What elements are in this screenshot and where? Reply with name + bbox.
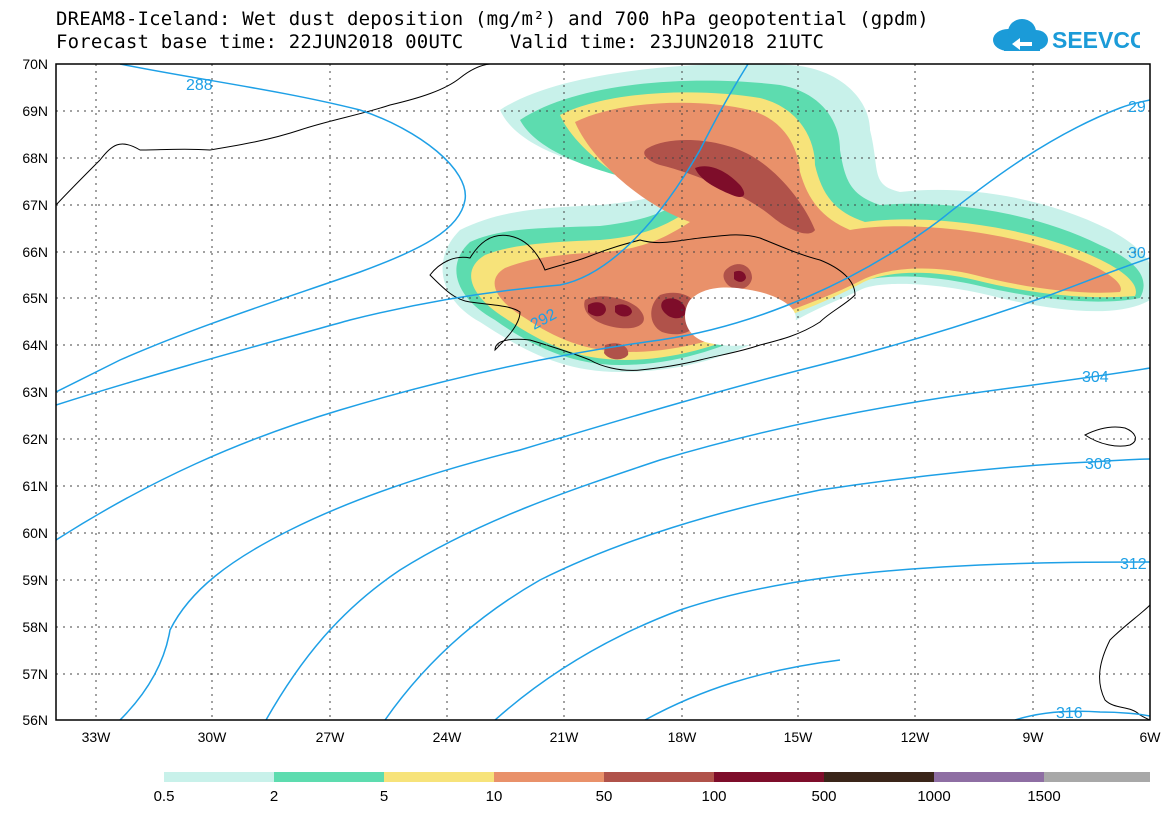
svg-text:64N: 64N bbox=[22, 337, 48, 353]
svg-text:30W: 30W bbox=[198, 729, 228, 745]
svg-text:68N: 68N bbox=[22, 150, 48, 166]
legend-swatch-6 bbox=[714, 772, 824, 782]
legend-swatch-5 bbox=[604, 772, 714, 782]
svg-text:61N: 61N bbox=[22, 478, 48, 494]
svg-text:63N: 63N bbox=[22, 384, 48, 400]
dust-level-100 bbox=[588, 166, 746, 319]
legend-label: 500 bbox=[811, 788, 836, 805]
svg-text:57N: 57N bbox=[22, 666, 48, 682]
legend-swatches bbox=[164, 772, 1150, 782]
geopotential-contours bbox=[56, 64, 1150, 720]
faroe-coast bbox=[1084, 426, 1136, 447]
svg-text:66N: 66N bbox=[22, 244, 48, 260]
legend-label: 10 bbox=[486, 788, 503, 805]
legend-label: 2 bbox=[270, 788, 278, 805]
map-frame bbox=[55, 63, 1151, 721]
contour-label-304: 304 bbox=[1082, 369, 1109, 386]
dust-field bbox=[442, 64, 1150, 372]
dust-level-50 bbox=[584, 139, 815, 360]
legend-label: 100 bbox=[701, 788, 726, 805]
latitude-labels: 70N 69N 68N 67N 66N 65N 64N 63N 62N 61N … bbox=[22, 56, 48, 728]
legend-label: 50 bbox=[596, 788, 613, 805]
svg-text:21W: 21W bbox=[550, 729, 580, 745]
contour-label-308: 308 bbox=[1085, 456, 1112, 473]
svg-text:62N: 62N bbox=[22, 431, 48, 447]
svg-text:65N: 65N bbox=[22, 290, 48, 306]
svg-text:59N: 59N bbox=[22, 572, 48, 588]
svg-text:18W: 18W bbox=[668, 729, 698, 745]
contour-label-30: 30 bbox=[1128, 245, 1146, 262]
legend-label: 1500 bbox=[1027, 788, 1060, 805]
contour-30x bbox=[119, 257, 1150, 720]
contour-labels: 288 292 29 30 304 308 312 316 bbox=[186, 77, 1147, 722]
svg-text:15W: 15W bbox=[784, 729, 814, 745]
greenland-coast bbox=[56, 64, 491, 206]
map-title-line1: DREAM8-Iceland: Wet dust deposition (mg/… bbox=[56, 8, 929, 30]
graticule bbox=[56, 64, 1150, 720]
contour-304 bbox=[265, 367, 1150, 720]
legend-swatch-8 bbox=[934, 772, 1044, 782]
svg-text:9W: 9W bbox=[1023, 729, 1045, 745]
contour-29x bbox=[56, 99, 1150, 541]
coastlines bbox=[56, 64, 1150, 720]
legend-swatch-9 bbox=[1044, 772, 1150, 782]
svg-text:69N: 69N bbox=[22, 103, 48, 119]
cloud-icon bbox=[993, 19, 1048, 51]
legend-label: 5 bbox=[380, 788, 388, 805]
svg-text:56N: 56N bbox=[22, 712, 48, 728]
scotland-coast bbox=[1099, 604, 1150, 720]
svg-text:60N: 60N bbox=[22, 525, 48, 541]
legend-swatch-4 bbox=[494, 772, 604, 782]
legend-swatch-1 bbox=[164, 772, 274, 782]
legend-swatch-2 bbox=[274, 772, 384, 782]
contour-label-312: 312 bbox=[1120, 556, 1147, 573]
dust-deposition-map: 288 292 29 30 304 308 312 316 70N 69N 68… bbox=[22, 56, 1162, 745]
svg-text:33W: 33W bbox=[82, 729, 112, 745]
contour-288 bbox=[56, 64, 466, 393]
legend-labels: 0.5 2 5 10 50 100 500 1000 1500 bbox=[154, 788, 1061, 805]
contour-label-288: 288 bbox=[186, 77, 213, 94]
map-title-line2: Forecast base time: 22JUN2018 00UTC Vali… bbox=[56, 31, 825, 53]
legend-label: 1000 bbox=[917, 788, 950, 805]
svg-text:12W: 12W bbox=[901, 729, 931, 745]
iceland-coast bbox=[429, 234, 856, 371]
svg-text:67N: 67N bbox=[22, 197, 48, 213]
contour-308 bbox=[384, 458, 1150, 720]
legend-label: 0.5 bbox=[154, 788, 175, 805]
legend-swatch-7 bbox=[824, 772, 934, 782]
svg-text:70N: 70N bbox=[22, 56, 48, 72]
svg-text:24W: 24W bbox=[433, 729, 463, 745]
contour-312 bbox=[494, 561, 1150, 720]
svg-text:27W: 27W bbox=[316, 729, 346, 745]
dust-below-threshold-area bbox=[685, 287, 796, 346]
svg-text:58N: 58N bbox=[22, 619, 48, 635]
svg-text:6W: 6W bbox=[1140, 729, 1162, 745]
contour-316 bbox=[644, 659, 1150, 720]
longitude-labels: 33W 30W 27W 24W 21W 18W 15W 12W 9W 6W bbox=[82, 729, 1162, 745]
legend-swatch-3 bbox=[384, 772, 494, 782]
contour-label-316: 316 bbox=[1056, 705, 1083, 722]
contour-label-29: 29 bbox=[1128, 99, 1146, 116]
contour-292 bbox=[56, 64, 749, 406]
